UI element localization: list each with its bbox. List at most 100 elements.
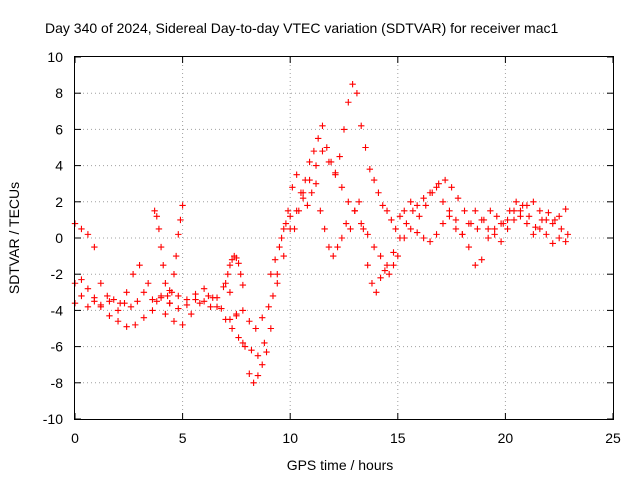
data-point [349, 80, 356, 88]
data-point [334, 243, 341, 251]
data-point [519, 202, 526, 209]
data-point [175, 305, 182, 312]
data-point [299, 194, 307, 202]
data-point [413, 202, 421, 209]
data-point [78, 292, 85, 300]
data-point [530, 231, 537, 238]
data-points [71, 80, 572, 386]
data-point [287, 213, 294, 220]
data-point [493, 213, 500, 220]
data-point [538, 216, 546, 224]
data-point [446, 213, 453, 220]
data-point [114, 307, 122, 314]
data-point [429, 189, 436, 196]
data-point [261, 339, 268, 347]
data-point [517, 207, 524, 215]
data-point [345, 99, 352, 106]
data-point [413, 229, 421, 236]
data-point [153, 298, 160, 305]
data-point [396, 234, 404, 242]
data-point [321, 225, 328, 233]
data-point [183, 301, 191, 309]
data-point [241, 343, 249, 350]
data-point [84, 231, 92, 238]
data-point [213, 303, 221, 310]
data-point [487, 207, 494, 215]
data-point [338, 234, 346, 242]
data-point [175, 292, 182, 300]
data-point [254, 352, 262, 359]
y-tick-labels: -10 -8 -6 -4 -2 0 2 4 6 8 10 [43, 49, 63, 427]
data-point [390, 249, 397, 256]
data-point [549, 240, 556, 247]
data-point [351, 207, 358, 215]
data-point [504, 216, 511, 224]
data-point [439, 220, 447, 227]
data-point [551, 216, 559, 224]
data-point [353, 90, 361, 97]
data-point [78, 276, 85, 283]
data-point [248, 347, 255, 354]
data-point [110, 296, 117, 303]
data-point [312, 162, 320, 169]
data-point [465, 243, 473, 251]
data-point [532, 223, 539, 231]
data-point [323, 144, 330, 151]
data-point [319, 122, 326, 129]
data-point [325, 243, 333, 251]
data-point [282, 220, 290, 227]
data-point [312, 180, 320, 187]
data-point [246, 318, 253, 325]
data-point [385, 271, 393, 278]
data-point [153, 213, 160, 220]
data-point [480, 216, 488, 224]
data-point [228, 256, 236, 263]
data-point [441, 176, 449, 184]
data-point [259, 361, 266, 368]
y-tick-label: 6 [55, 121, 63, 137]
data-point [510, 216, 518, 224]
data-point [545, 209, 552, 216]
data-point [345, 198, 352, 205]
data-point [377, 252, 384, 260]
data-point [192, 290, 199, 298]
data-point [370, 243, 378, 251]
data-point [84, 303, 92, 310]
data-point [149, 296, 156, 303]
data-point [235, 260, 242, 267]
chart-title: Day 340 of 2024, Sidereal Day-to-day VTE… [45, 20, 558, 36]
data-point [500, 220, 507, 227]
data-point [454, 194, 462, 202]
data-point [132, 321, 139, 329]
data-point [422, 202, 429, 209]
data-point [306, 176, 313, 184]
data-point [506, 207, 513, 215]
data-point [179, 202, 186, 209]
data-point [140, 314, 148, 321]
data-point [484, 234, 492, 242]
data-point [317, 207, 324, 215]
data-point [474, 225, 481, 233]
data-point [543, 231, 550, 238]
data-point [536, 207, 544, 215]
data-point [160, 261, 167, 269]
data-point [207, 303, 214, 310]
x-axis-label: GPS time / hours [287, 457, 394, 473]
series-c [71, 147, 572, 359]
data-point [200, 285, 208, 292]
data-point [149, 307, 156, 314]
data-point [287, 225, 294, 233]
data-point [205, 292, 212, 300]
data-point [556, 213, 563, 220]
data-point [338, 184, 346, 191]
data-point [274, 271, 281, 278]
data-point [162, 280, 169, 287]
data-point [166, 299, 173, 307]
series-d [151, 202, 247, 307]
data-point [151, 207, 158, 215]
x-tick-label: 25 [605, 430, 621, 446]
axis-ticks [74, 56, 614, 420]
data-point [360, 225, 367, 233]
data-point [403, 220, 410, 227]
